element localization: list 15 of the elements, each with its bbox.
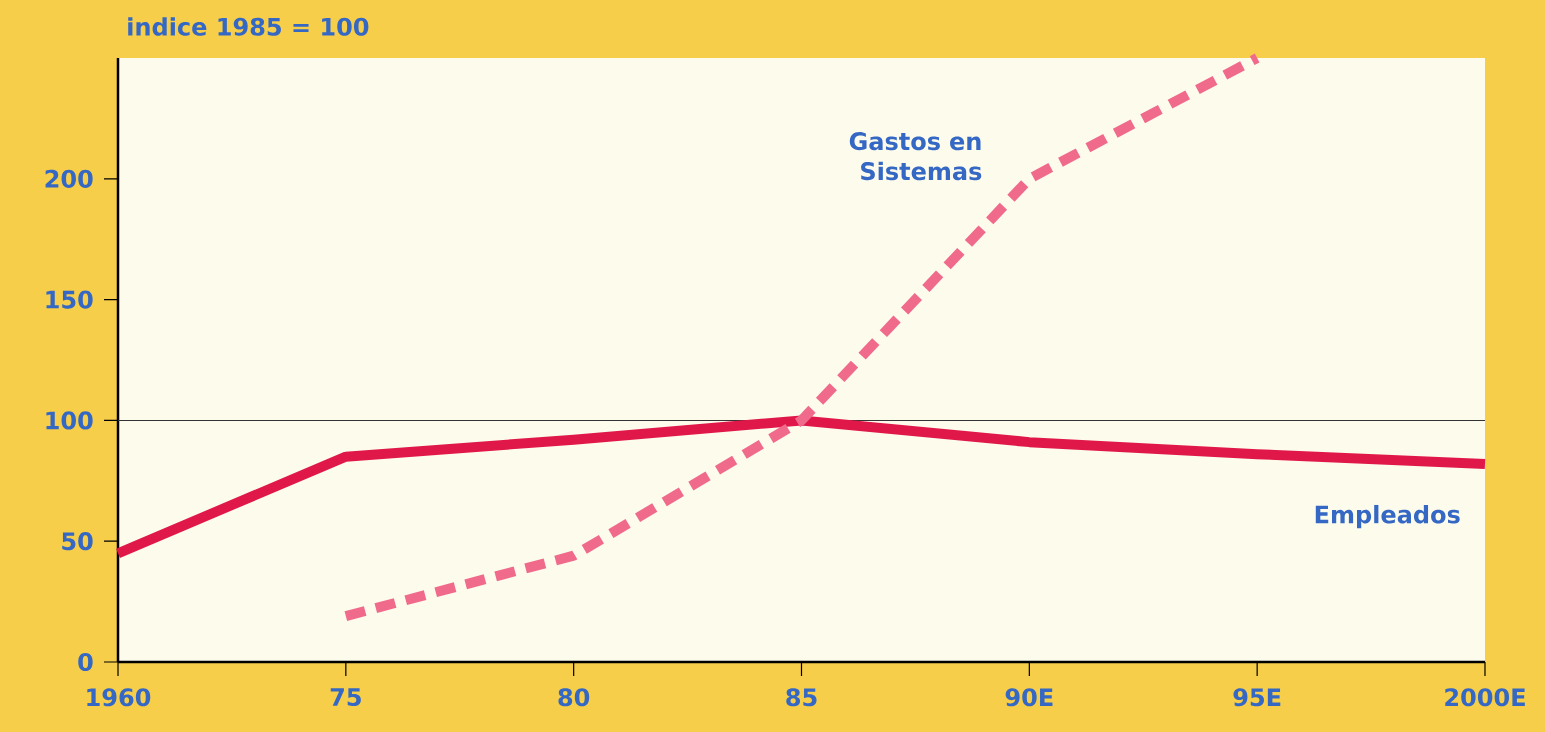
series-label: Empleados: [1315, 504, 1460, 529]
y-tick-label: 200: [45, 169, 93, 188]
series-label: Gastos en Sistemas: [849, 132, 982, 181]
x-tick-label: 1960: [87, 688, 151, 707]
y-tick-label: 150: [46, 290, 93, 309]
y-tick-label: 0: [78, 652, 93, 672]
x-tick-label: 90E: [1005, 688, 1053, 707]
x-tick-label: 95E: [1233, 688, 1281, 707]
y-tick-label: 100: [46, 411, 93, 430]
x-tick-label: 2000E: [1445, 688, 1525, 707]
x-tick-label: 75: [330, 688, 361, 707]
y-tick-label: 50: [62, 532, 93, 551]
y-axis-title: indice 1985 = 100: [128, 17, 369, 36]
x-tick-label: 85: [786, 688, 817, 707]
x-tick-label: 80: [558, 688, 590, 707]
